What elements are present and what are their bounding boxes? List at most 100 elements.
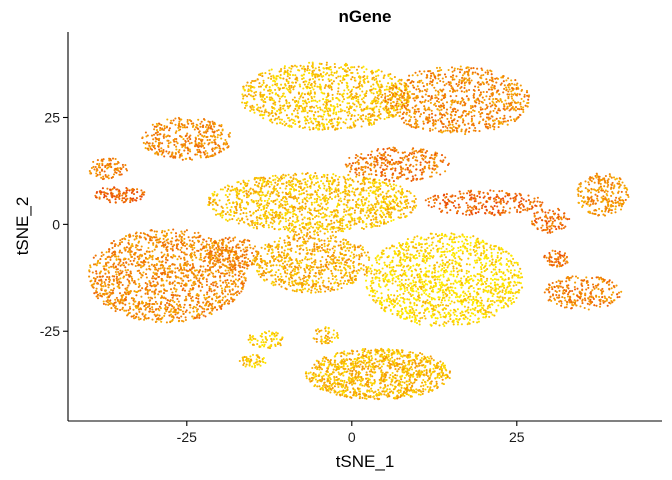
point [310, 187, 312, 189]
point [175, 146, 177, 148]
point [438, 74, 440, 76]
point [178, 120, 180, 122]
point [370, 154, 372, 156]
point [322, 98, 324, 100]
point [106, 251, 108, 253]
point [99, 174, 101, 176]
point [509, 105, 511, 107]
point [511, 102, 513, 104]
point [485, 104, 487, 106]
point [362, 158, 364, 160]
point [203, 118, 205, 120]
point [241, 199, 243, 201]
point [450, 117, 452, 119]
point [316, 227, 318, 229]
point [109, 188, 111, 190]
point [454, 114, 456, 116]
point [217, 134, 219, 136]
point [291, 180, 293, 182]
point [301, 93, 303, 95]
point [239, 220, 241, 222]
point [315, 73, 317, 75]
point [341, 110, 343, 112]
point [469, 198, 471, 200]
point [392, 173, 394, 175]
point [408, 171, 410, 173]
point [279, 212, 281, 214]
point [376, 80, 378, 82]
point [181, 282, 183, 284]
point [370, 226, 372, 228]
point [394, 115, 396, 117]
point [315, 127, 317, 129]
point [306, 190, 308, 192]
point [520, 200, 522, 202]
point [432, 129, 434, 131]
point [124, 304, 126, 306]
point [121, 194, 123, 196]
point [444, 170, 446, 172]
point [102, 176, 104, 178]
point [442, 199, 444, 201]
point [491, 95, 493, 97]
point [189, 306, 191, 308]
point [317, 107, 319, 109]
point [489, 189, 491, 191]
point [463, 197, 465, 199]
point [357, 99, 359, 101]
point [288, 227, 290, 229]
point [287, 73, 289, 75]
point [291, 113, 293, 115]
point [549, 216, 551, 218]
point [373, 92, 375, 94]
point [361, 203, 363, 205]
point [472, 72, 474, 74]
point [328, 80, 330, 82]
point [504, 84, 506, 86]
point [270, 89, 272, 91]
point [332, 228, 334, 230]
point [370, 163, 372, 165]
point [439, 118, 441, 120]
point [198, 142, 200, 144]
point [234, 188, 236, 190]
point [361, 110, 363, 112]
point [156, 131, 158, 133]
point [394, 170, 396, 172]
point [358, 220, 360, 222]
point [270, 78, 272, 80]
point [120, 168, 122, 170]
point [289, 184, 291, 186]
point [327, 231, 329, 233]
point [147, 134, 149, 136]
point [173, 144, 175, 146]
point [360, 208, 362, 210]
point [457, 120, 459, 122]
point [493, 200, 495, 202]
point [406, 100, 408, 102]
point [204, 142, 206, 144]
point [473, 93, 475, 95]
point [264, 72, 266, 74]
point [582, 197, 584, 199]
point [398, 98, 400, 100]
point [431, 81, 433, 83]
point [157, 138, 159, 140]
point [461, 114, 463, 116]
point [459, 68, 461, 70]
point [405, 113, 407, 115]
point [288, 211, 290, 213]
point [471, 115, 473, 117]
point [166, 118, 168, 120]
point [517, 86, 519, 88]
point [259, 191, 261, 193]
point [294, 173, 296, 175]
point [518, 116, 520, 118]
point [433, 205, 435, 207]
point [577, 195, 579, 197]
point [596, 195, 598, 197]
point [387, 109, 389, 111]
point [303, 81, 305, 83]
point [443, 194, 445, 196]
point [245, 190, 247, 192]
